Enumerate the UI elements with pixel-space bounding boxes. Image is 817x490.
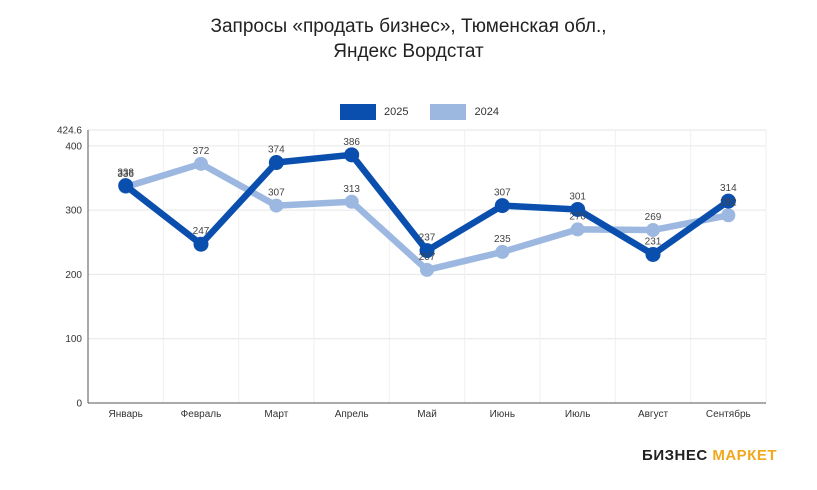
data-label-2024: 372	[193, 146, 210, 157]
x-tick-label: Февраль	[181, 409, 222, 420]
data-point-2024	[194, 156, 208, 171]
data-point-2025	[193, 236, 209, 252]
x-tick-label: Август	[638, 409, 669, 420]
data-label-2024: 307	[268, 188, 285, 199]
data-point-2024	[721, 208, 736, 223]
data-point-2024	[344, 194, 359, 209]
chart-title-line-2: Яндекс Вордстат	[333, 41, 484, 62]
legend-item-2024[interactable]: 2024	[430, 104, 499, 120]
y-tick-label: 200	[65, 270, 82, 281]
x-tick-label: Май	[417, 409, 437, 420]
x-tick-label: Январь	[109, 409, 143, 420]
data-label-2025: 237	[419, 233, 436, 244]
legend-swatch-2024	[430, 104, 467, 120]
data-point-2025	[344, 147, 360, 163]
y-tick-label: 100	[65, 334, 82, 345]
data-label-2024: 292	[720, 197, 737, 208]
y-tick-label-max: 424.6	[57, 126, 82, 137]
x-tick-label: Апрель	[335, 409, 369, 420]
data-point-2025	[494, 198, 510, 214]
data-point-2025	[268, 155, 284, 171]
data-point-2025	[570, 201, 586, 217]
chart-title: Запросы «продать бизнес», Тюменская обл.…	[0, 14, 817, 64]
data-point-2024	[570, 222, 585, 237]
data-label-2025: 247	[193, 226, 210, 237]
y-tick-label: 300	[65, 206, 82, 217]
data-label-2024: 313	[343, 184, 360, 195]
x-tick-label: Июнь	[490, 409, 515, 420]
data-label-2025: 307	[494, 188, 511, 199]
data-point-2025	[720, 193, 736, 209]
data-point-2024	[420, 262, 434, 277]
data-label-2024: 269	[645, 212, 662, 223]
data-label-2025: 374	[268, 145, 285, 156]
data-point-2024	[495, 244, 510, 259]
data-label-2025: 386	[343, 137, 360, 148]
data-label-2025: 314	[720, 183, 737, 194]
y-tick-label: 0	[76, 399, 82, 410]
y-tick-label: 400	[65, 141, 82, 152]
data-point-2024	[269, 198, 284, 213]
x-tick-label: Март	[264, 409, 288, 420]
legend-swatch-2025	[340, 104, 376, 120]
legend-label-2025: 2025	[384, 106, 409, 118]
chart-title-line-1: Запросы «продать бизнес», Тюменская обл.…	[210, 16, 607, 37]
data-label-2025: 338	[117, 168, 134, 179]
data-label-2024: 207	[419, 252, 436, 263]
data-label-2024: 235	[494, 234, 511, 245]
data-label-2025: 231	[645, 236, 662, 247]
data-label-2025: 301	[569, 191, 586, 202]
data-label-2024: 336	[117, 169, 134, 180]
data-point-2025	[645, 246, 661, 262]
data-label-2024: 270	[569, 211, 586, 222]
legend-item-2025[interactable]: 2025	[340, 104, 408, 120]
data-point-2024	[646, 223, 660, 238]
brand-logo-part-2: МАРКЕТ	[712, 447, 777, 464]
brand-logo: БИЗНЕС МАРКЕТ	[642, 447, 777, 464]
x-tick-label: Сентябрь	[706, 408, 751, 420]
chart-legend: 2025 2024	[340, 104, 521, 120]
x-tick-label: Июль	[565, 409, 591, 420]
brand-logo-part-1: БИЗНЕС	[642, 447, 708, 464]
legend-label-2024: 2024	[474, 106, 499, 118]
data-point-2025	[118, 178, 134, 194]
data-point-2025	[419, 243, 435, 259]
